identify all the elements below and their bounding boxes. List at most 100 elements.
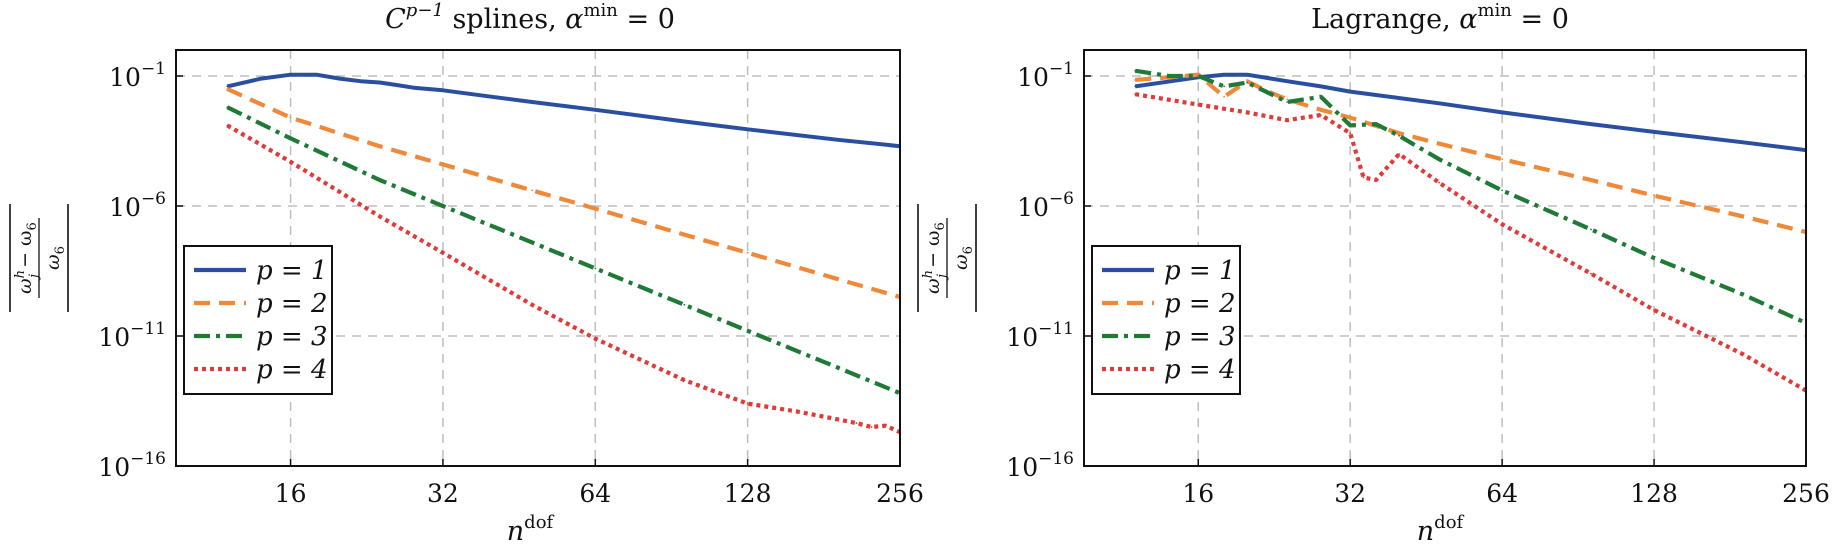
series-point-p3 [1349, 124, 1352, 127]
y-label-sub-6: 6 [961, 246, 976, 254]
series-point-p4 [226, 124, 229, 127]
series-point-p4 [795, 410, 798, 413]
series-point-p3 [1246, 81, 1249, 84]
y-label-numerator: ωhj − ω6 [13, 222, 42, 294]
y-label-minus: − ω [922, 230, 944, 274]
series-point-p1 [315, 73, 318, 76]
x-axis-label: ndof [507, 512, 555, 546]
y-tick-exponent: −1 [1049, 59, 1074, 79]
y-label-denominator: ω6 [950, 246, 976, 270]
series-point-p1 [1590, 123, 1592, 125]
series-point-p2 [594, 207, 597, 210]
y-tick-exponent: −11 [1038, 319, 1074, 339]
y-label-sup-h: h [921, 270, 936, 278]
series-point-p1 [1320, 85, 1322, 88]
series-point-p1 [1286, 80, 1289, 83]
y-tick-exponent: −11 [130, 319, 166, 339]
plot-frame [175, 49, 901, 467]
series-point-p3 [1653, 257, 1655, 259]
series-point-p2 [835, 277, 838, 280]
series-point-p2 [1653, 194, 1655, 197]
y-tick-label: 10−1 [109, 59, 166, 92]
series-point-p1 [1246, 73, 1249, 76]
series-point-p3 [835, 366, 838, 369]
x-tick-label: 256 [876, 479, 924, 508]
series-point-p4 [1501, 223, 1504, 226]
series-point-p1 [412, 86, 415, 89]
series-line-p2 [1135, 72, 1806, 235]
series-point-p3 [1286, 101, 1289, 103]
y-label-minus: − ω [14, 230, 36, 274]
series-point-p3 [594, 267, 597, 270]
series-point-p3 [442, 205, 444, 207]
series-point-p1 [1742, 141, 1744, 144]
series-line-p3 [1134, 68, 1806, 325]
series-point-p4 [746, 402, 749, 405]
series-point-p4 [1246, 111, 1249, 114]
series-point-p1 [289, 73, 292, 76]
x-tick-label: 64 [579, 479, 611, 508]
series-point-p3 [289, 137, 292, 140]
title-text: Lagrange, [1311, 4, 1459, 35]
series-point-p1 [226, 85, 229, 88]
series-point-p2 [378, 145, 381, 148]
title-text: splines, [444, 4, 565, 35]
y-tick-label: 10−16 [98, 449, 166, 482]
series-point-p1 [683, 120, 686, 123]
series-point-p3 [1375, 123, 1377, 125]
series-point-p3 [1501, 189, 1504, 192]
title-superscript: min [1477, 0, 1512, 21]
series-point-p1 [1349, 90, 1352, 93]
y-tick-base: 10 [1006, 453, 1038, 482]
x-axis-label-n: n [1417, 516, 1434, 546]
series-point-p3 [1223, 85, 1225, 88]
series-point-p2 [746, 251, 749, 254]
series-point-p1 [1438, 102, 1440, 105]
series-point-p4 [1375, 179, 1377, 181]
series-point-p3 [531, 241, 533, 244]
series-point-p4 [683, 379, 686, 382]
series-point-p1 [531, 101, 533, 103]
series-point-p2 [683, 233, 686, 236]
y-label-sub-6: 6 [53, 246, 68, 254]
y-label-sup-h: h [13, 270, 28, 278]
series-point-p3 [1197, 75, 1200, 77]
y-tick-exponent: −16 [130, 449, 166, 469]
series-point-p1 [378, 81, 381, 84]
series-point-p2 [1223, 95, 1225, 98]
series-point-p1 [396, 84, 399, 86]
series-point-p1 [1653, 131, 1655, 133]
series-point-p3 [226, 106, 229, 109]
y-tick-base: 10 [98, 453, 130, 482]
series-point-p4 [1590, 272, 1592, 275]
legend-label-p2: p = 2 [256, 289, 328, 319]
series-point-p3 [683, 303, 686, 306]
series-point-p4 [1653, 309, 1655, 311]
legend-label-p2: p = 2 [1164, 289, 1236, 319]
series-point-p2 [442, 163, 444, 166]
chart-title: Cp−1 splines, αmin = 0 [385, 0, 675, 35]
y-tick-exponent: −6 [141, 189, 166, 209]
series-point-p4 [1349, 132, 1352, 135]
series-point-p3 [1398, 134, 1401, 137]
series-point-p2 [1398, 132, 1401, 135]
title-superscript: min [583, 0, 618, 21]
series-point-p4 [289, 160, 292, 163]
series-point-p2 [1349, 116, 1352, 119]
y-tick-label: 10−1 [1017, 59, 1074, 92]
x-tick-label: 128 [1630, 479, 1678, 508]
x-axis-label-superscript: dof [1434, 512, 1464, 533]
series-point-p1 [835, 138, 838, 141]
y-label-sub-6: 6 [933, 222, 948, 230]
series-point-p4 [835, 418, 838, 421]
series-point-p4 [884, 424, 887, 427]
legend-label-p4: p = 4 [256, 355, 328, 385]
series-point-p1 [338, 77, 341, 80]
x-axis-label-n: n [507, 516, 524, 546]
series-point-p3 [378, 179, 381, 181]
y-label-sub-j: j [27, 274, 42, 281]
series-point-p4 [594, 337, 597, 340]
x-tick-label: 32 [1334, 479, 1366, 508]
